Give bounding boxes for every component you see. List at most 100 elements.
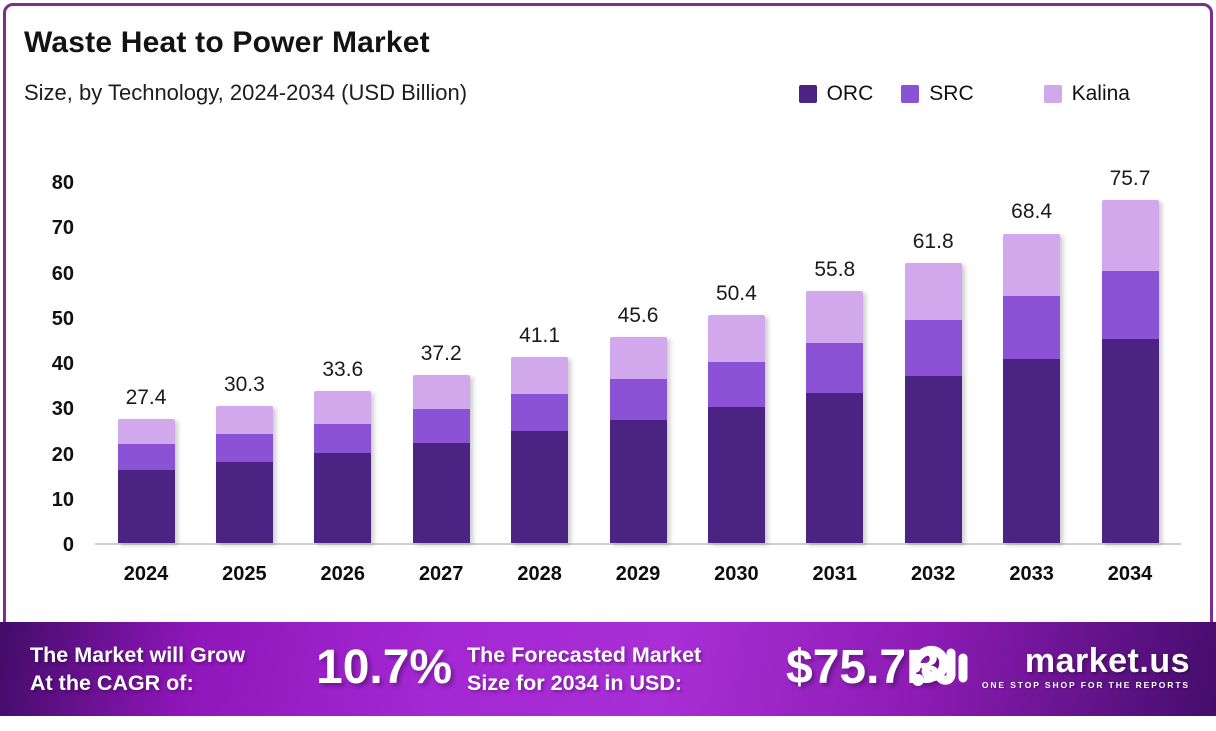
x-label-2028: 2028 (517, 563, 562, 585)
bar-2024-segment-orc (117, 469, 175, 543)
legend-label: ORC (826, 82, 874, 105)
bar-2030-segment-orc (707, 407, 765, 543)
bar-2034-segment-orc (1101, 339, 1159, 543)
bar-2025-segment-kalina (215, 405, 273, 435)
marketus-logo-tagline: ONE STOP SHOP FOR THE REPORTS (981, 679, 1190, 690)
bar-2025 (215, 405, 273, 543)
bar-2028-segment-kalina (511, 357, 569, 395)
cagr-label-line2: At the CAGR of: (30, 671, 194, 695)
page-title: Waste Heat to Power Market (24, 26, 430, 59)
bar-2027-segment-kalina (412, 374, 470, 409)
y-tick-40: 40 (51, 353, 74, 375)
bar-2033-segment-orc (1003, 358, 1061, 543)
bar-2028 (511, 357, 569, 543)
bar-2030-segment-src (707, 362, 765, 408)
bar-2027 (412, 374, 470, 543)
bar-2025-segment-orc (215, 462, 273, 543)
bar-2032-segment-src (904, 319, 962, 377)
y-tick-80: 80 (51, 172, 74, 194)
bar-2029-segment-kalina (609, 336, 667, 379)
bar-2026-segment-src (314, 423, 372, 454)
total-label-2033: 68.4 (1011, 200, 1053, 224)
bar-2034 (1101, 200, 1159, 543)
total-label-2028: 41.1 (519, 324, 561, 348)
total-label-2032: 61.8 (912, 230, 954, 254)
marketus-logo-icon (911, 645, 968, 686)
bar-2031-segment-orc (806, 392, 864, 543)
y-tick-30: 30 (51, 398, 74, 421)
cagr-label-line1: The Market will Grow (30, 643, 246, 667)
bar-2027-segment-orc (412, 442, 470, 543)
bar-2029-segment-src (609, 378, 667, 420)
bar-2029 (609, 336, 667, 543)
forecast-label: The Forecasted Market Size for 2034 in U… (467, 641, 701, 697)
page-subtitle: Size, by Technology, 2024-2034 (USD Bill… (24, 80, 468, 105)
legend-swatch-src (901, 85, 920, 103)
cagr-value: 10.7% (316, 641, 453, 694)
bar-2031-segment-kalina (806, 290, 864, 343)
forecast-label-line1: The Forecasted Market (467, 643, 702, 667)
y-tick-60: 60 (51, 262, 74, 285)
bar-2032-segment-orc (904, 376, 962, 543)
y-tick-70: 70 (51, 217, 74, 240)
bar-2028-segment-src (511, 394, 569, 432)
bar-2026-segment-orc (314, 453, 372, 543)
x-label-2034: 2034 (1107, 563, 1153, 585)
bar-2034-segment-src (1101, 271, 1159, 340)
bar-2030 (707, 314, 765, 543)
total-label-2024: 27.4 (125, 386, 167, 409)
total-label-2026: 33.6 (322, 357, 364, 381)
bar-2034-segment-kalina (1101, 200, 1159, 272)
bar-2033 (1003, 233, 1061, 543)
bar-2032-segment-kalina (904, 263, 962, 320)
legend-label: Kalina (1071, 82, 1130, 105)
legend-label: SRC (929, 82, 974, 105)
plot-area: 27.4 2024 30.3 2025 33.6 2026 37.2 2027 41.1 2028… (95, 167, 1181, 585)
bar-2029-segment-orc (609, 419, 667, 543)
legend-swatch-orc (798, 85, 817, 103)
bar-2025-segment-src (215, 434, 273, 463)
x-label-2026: 2026 (320, 563, 366, 585)
x-label-2024: 2024 (123, 563, 169, 585)
y-axis: 0 10 20 30 40 50 60 70 80 (0, 172, 74, 556)
bar-2024-segment-kalina (117, 419, 175, 445)
bar-2031-segment-src (806, 342, 864, 393)
x-label-2027: 2027 (418, 563, 464, 585)
total-label-2031: 55.8 (814, 257, 856, 281)
marketus-logo-name: market.us (1024, 641, 1190, 680)
bar-2026 (314, 390, 372, 543)
total-label-2029: 45.6 (617, 303, 659, 327)
total-label-2030: 50.4 (715, 281, 757, 305)
legend-item-kalina: Kalina (1043, 82, 1130, 106)
legend-item-orc: ORC (798, 82, 874, 106)
cagr-label: The Market will Grow At the CAGR of: (30, 641, 245, 697)
bar-2027-segment-src (412, 408, 470, 443)
y-tick-20: 20 (51, 443, 74, 466)
footer-banner: The Market will Grow At the CAGR of: 10.… (0, 622, 1216, 716)
x-label-2031: 2031 (812, 563, 858, 585)
total-label-2034: 75.7 (1109, 167, 1151, 191)
x-label-2030: 2030 (714, 563, 759, 585)
bar-2033-segment-kalina (1003, 233, 1061, 297)
legend-item-src: SRC (901, 82, 974, 106)
total-label-2027: 37.2 (420, 341, 462, 365)
legend-swatch-kalina (1043, 85, 1062, 103)
bar-2024 (117, 419, 175, 543)
y-tick-50: 50 (51, 307, 74, 330)
bar-2024-segment-src (117, 444, 175, 470)
y-tick-0: 0 (62, 534, 74, 556)
bar-2028-segment-orc (511, 431, 569, 543)
forecast-label-line2: Size for 2034 in USD: (467, 671, 683, 695)
chart-legend: ORC SRC Kalina (771, 82, 1130, 106)
bar-2031 (806, 290, 864, 543)
marketus-logo[interactable]: market.us ONE STOP SHOP FOR THE REPORTS (910, 638, 1190, 694)
x-label-2033: 2033 (1009, 563, 1054, 585)
bar-2026-segment-kalina (314, 390, 372, 424)
x-label-2029: 2029 (615, 563, 661, 585)
total-label-2025: 30.3 (223, 372, 265, 396)
bar-2032 (904, 263, 962, 543)
x-label-2025: 2025 (222, 563, 267, 585)
bar-2033-segment-src (1003, 296, 1061, 359)
x-label-2032: 2032 (910, 563, 956, 585)
bar-2030-segment-kalina (707, 314, 765, 362)
